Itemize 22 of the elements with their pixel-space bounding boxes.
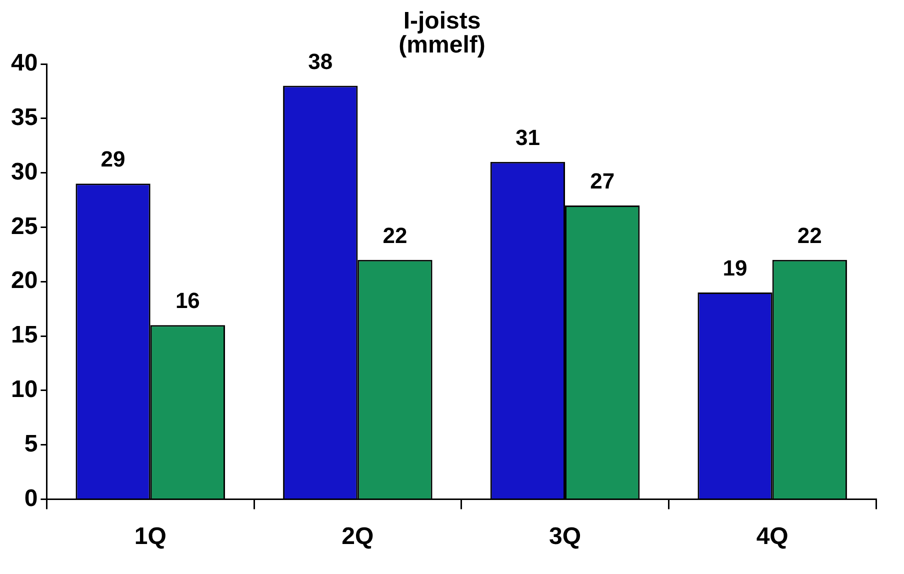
x-tick-label: 4Q xyxy=(756,523,788,550)
chart-title: I-joists (mmelf) xyxy=(398,8,486,59)
y-tick-label: 0 xyxy=(24,484,38,512)
y-tick-label: 30 xyxy=(10,158,38,186)
y-tick-label: 5 xyxy=(24,430,38,458)
y-tick-label: 20 xyxy=(10,267,38,294)
x-tick-label: 1Q xyxy=(134,523,166,550)
y-tick-label: 10 xyxy=(10,376,38,404)
data-label: 19 xyxy=(722,256,748,281)
data-label: 22 xyxy=(797,222,822,248)
y-tick-label: 40 xyxy=(10,50,38,77)
data-label: 22 xyxy=(382,222,408,248)
data-label: 31 xyxy=(515,124,540,150)
y-tick-label: 25 xyxy=(10,212,38,240)
data-label: 16 xyxy=(175,288,200,314)
x-tick-label: 2Q xyxy=(342,523,374,550)
y-tick-label: 15 xyxy=(10,322,38,349)
data-label: 38 xyxy=(308,48,333,74)
data-label: 27 xyxy=(590,168,615,194)
y-tick-label: 35 xyxy=(10,104,38,132)
data-label: 29 xyxy=(100,146,126,172)
x-tick-label: 3Q xyxy=(549,523,582,550)
